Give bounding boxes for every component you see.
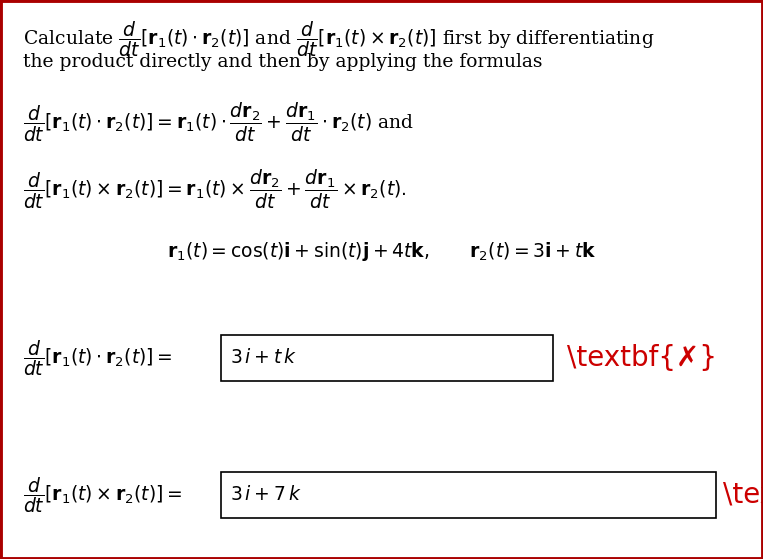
Text: $\dfrac{d}{dt}[\mathbf{r}_1(t) \cdot \mathbf{r}_2(t)] = $: $\dfrac{d}{dt}[\mathbf{r}_1(t) \cdot \ma… <box>23 338 172 378</box>
Text: $\mathbf{r}_1(t) = \cos(t)\mathbf{i} + \sin(t)\mathbf{j} + 4t\mathbf{k}, \qquad : $\mathbf{r}_1(t) = \cos(t)\mathbf{i} + \… <box>167 240 596 263</box>
Text: \textbf{✗}: \textbf{✗} <box>723 481 763 509</box>
Text: $3\,i + 7\,k$: $3\,i + 7\,k$ <box>230 485 302 504</box>
Text: the product directly and then by applying the formulas: the product directly and then by applyin… <box>23 53 542 71</box>
Text: $\dfrac{d}{dt}[\mathbf{r}_1(t) \cdot \mathbf{r}_2(t)] = \mathbf{r}_1(t) \cdot \d: $\dfrac{d}{dt}[\mathbf{r}_1(t) \cdot \ma… <box>23 101 414 144</box>
Bar <box>221 472 716 518</box>
Text: $\dfrac{d}{dt}[\mathbf{r}_1(t) \times \mathbf{r}_2(t)] = \mathbf{r}_1(t) \times : $\dfrac{d}{dt}[\mathbf{r}_1(t) \times \m… <box>23 168 407 211</box>
Text: $3\,i + t\,k$: $3\,i + t\,k$ <box>230 348 298 367</box>
Text: Calculate $\dfrac{d}{dt}[\mathbf{r}_1(t) \cdot \mathbf{r}_2(t)]$ and $\dfrac{d}{: Calculate $\dfrac{d}{dt}[\mathbf{r}_1(t)… <box>23 20 655 59</box>
Text: $\dfrac{d}{dt}[\mathbf{r}_1(t) \times \mathbf{r}_2(t)] = $: $\dfrac{d}{dt}[\mathbf{r}_1(t) \times \m… <box>23 475 182 515</box>
Text: \textbf{✗}: \textbf{✗} <box>567 344 717 372</box>
Bar <box>221 335 553 381</box>
